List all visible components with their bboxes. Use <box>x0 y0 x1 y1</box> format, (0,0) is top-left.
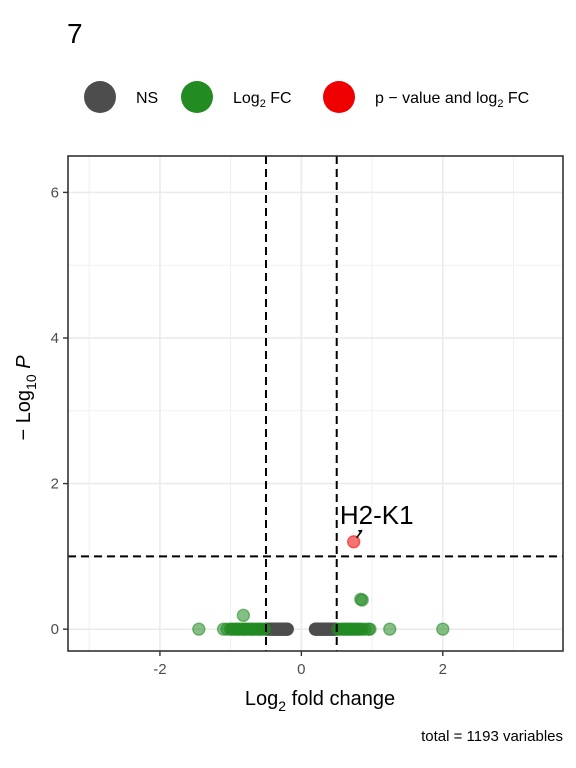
legend-item-fc: Log2 FC <box>181 81 292 113</box>
point-log2-fc <box>436 622 450 636</box>
point-log2-fc <box>355 593 369 607</box>
y-tick-label: 4 <box>51 330 59 347</box>
point-log2-fc <box>363 622 377 636</box>
point-log2-fc <box>236 608 251 623</box>
legend-label-sub: 2 <box>497 98 503 110</box>
point-log2-fc <box>192 622 206 636</box>
y-axis-title-sub: 10 <box>23 374 39 390</box>
y-tick-label: 0 <box>51 621 59 638</box>
y-axis-title-pre: − Log <box>13 390 35 441</box>
chart-caption: total = 1193 variables <box>421 728 563 745</box>
point-p-value-and-log2-fc <box>346 535 361 549</box>
y-axis-ticks: 0 2 4 6 <box>51 184 68 638</box>
x-tick-label: -2 <box>153 661 166 678</box>
annotation-label: H2-K1 <box>340 500 414 530</box>
chart-title: 7 <box>67 18 83 49</box>
y-axis-title: − Log10 P <box>13 355 39 441</box>
x-axis-title-sub: 2 <box>278 698 286 714</box>
point-ns <box>280 622 294 636</box>
legend-label-both: p − value and log2 FC <box>375 90 529 110</box>
annotation-arrowhead <box>357 529 363 534</box>
y-axis-title-rest: P <box>13 355 35 375</box>
legend-label-ns: NS <box>136 90 158 107</box>
legend-label-text: Log <box>233 90 260 107</box>
legend-label-rest: FC <box>266 90 292 107</box>
y-tick-label: 2 <box>51 476 59 493</box>
legend: NS Log2 FC p − value and log2 FC <box>84 81 529 113</box>
legend-label-rest: FC <box>503 90 529 107</box>
legend-item-ns: NS <box>84 81 158 113</box>
y-tick-label: 6 <box>51 184 59 201</box>
plot-panel: H2-K1 <box>67 155 564 652</box>
x-axis-ticks: -2 0 2 <box>153 651 447 678</box>
series-1 <box>192 592 450 636</box>
panel-border <box>67 155 564 652</box>
legend-label-sub: 2 <box>260 98 266 110</box>
legend-label-fc: Log2 FC <box>233 90 292 110</box>
x-tick-label: 0 <box>297 661 305 678</box>
legend-key-fc <box>181 81 213 113</box>
series-2 <box>346 535 361 549</box>
legend-label-text: p − value and log <box>375 90 497 107</box>
point-log2-fc <box>383 622 397 636</box>
legend-key-both <box>323 81 355 113</box>
x-axis-title-main: Log <box>245 688 278 710</box>
x-axis-title: Log2 fold change <box>245 688 395 714</box>
x-tick-label: 2 <box>439 661 447 678</box>
point-log2-fc <box>257 622 272 636</box>
legend-item-both: p − value and log2 FC <box>323 81 529 113</box>
legend-label-text: NS <box>136 90 158 107</box>
legend-key-ns <box>84 81 116 113</box>
x-axis-title-rest: fold change <box>286 688 395 710</box>
